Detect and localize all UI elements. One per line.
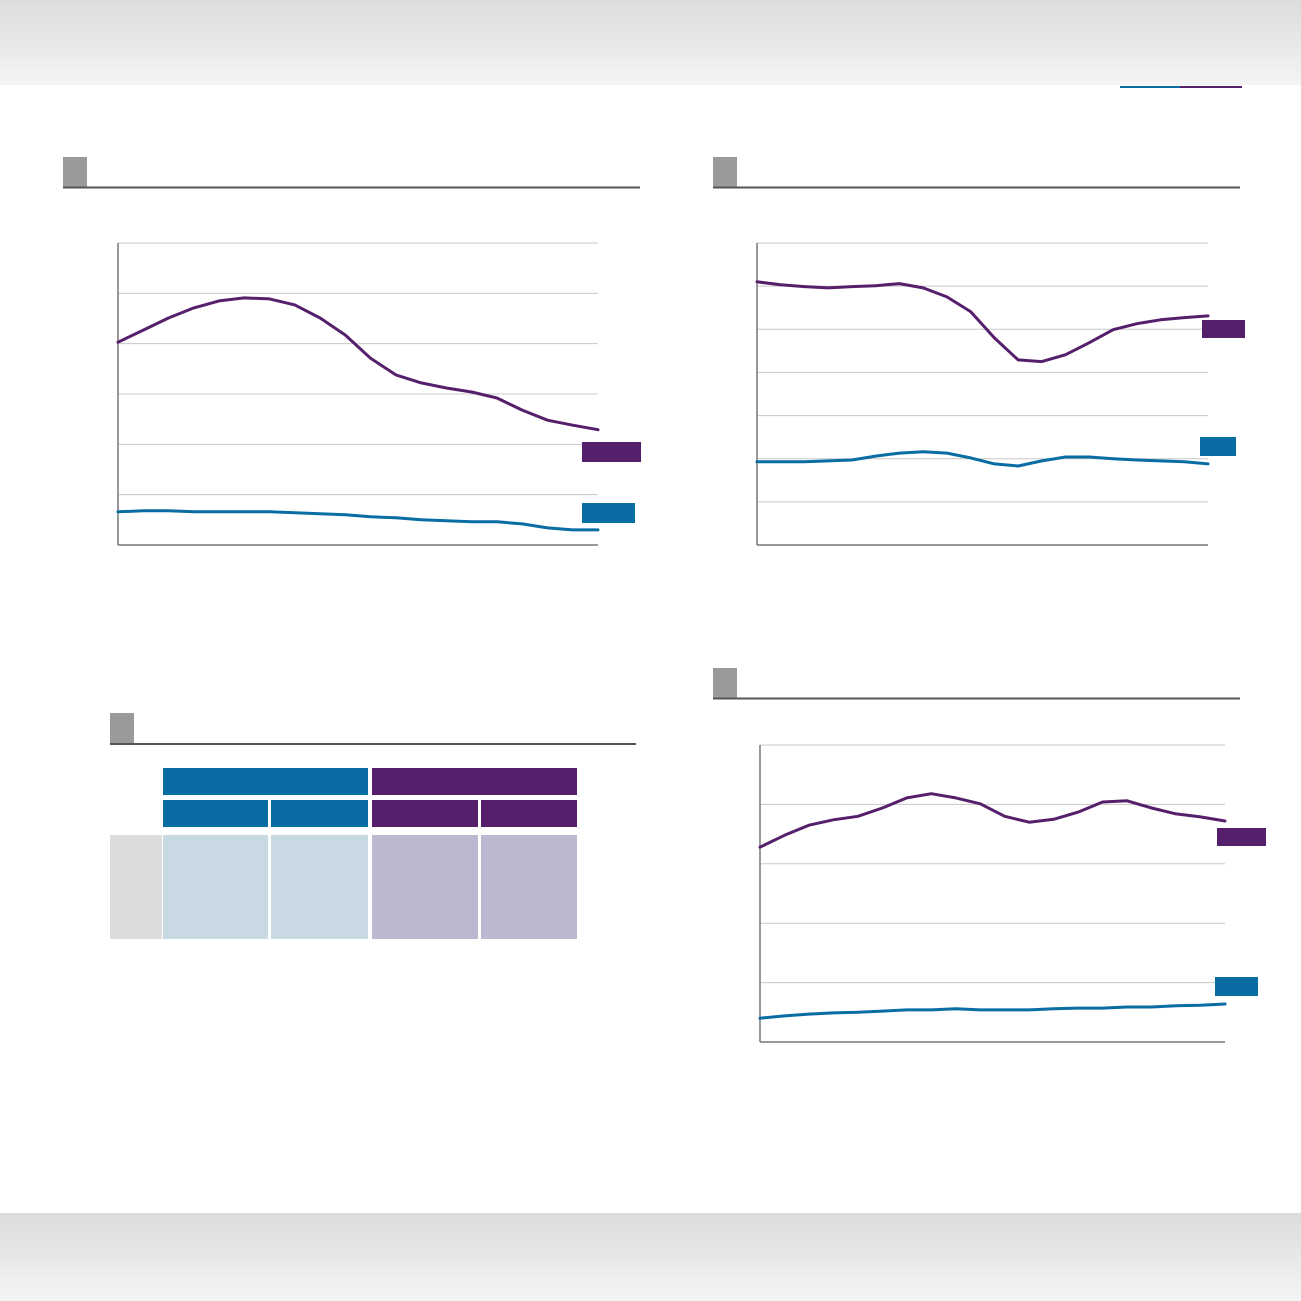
- series-line: [758, 792, 1227, 849]
- series-tag: [1217, 828, 1266, 846]
- series-line: [755, 280, 1210, 364]
- section-heading: [110, 713, 636, 745]
- series-tag: [1200, 437, 1236, 456]
- series-tag: [1215, 977, 1258, 996]
- footer-band: [0, 1213, 1301, 1301]
- section-heading: [713, 668, 1240, 700]
- series-line: [758, 1002, 1227, 1020]
- series-tag: [1202, 320, 1245, 338]
- header-band: [0, 0, 1301, 85]
- section-heading: [713, 157, 1240, 189]
- series-line: [755, 450, 1210, 468]
- series-tag: [582, 503, 635, 523]
- series-line: [116, 296, 600, 432]
- table: [110, 768, 577, 939]
- series-line: [116, 509, 600, 532]
- series-tag: [582, 442, 641, 462]
- section-heading: [63, 157, 640, 189]
